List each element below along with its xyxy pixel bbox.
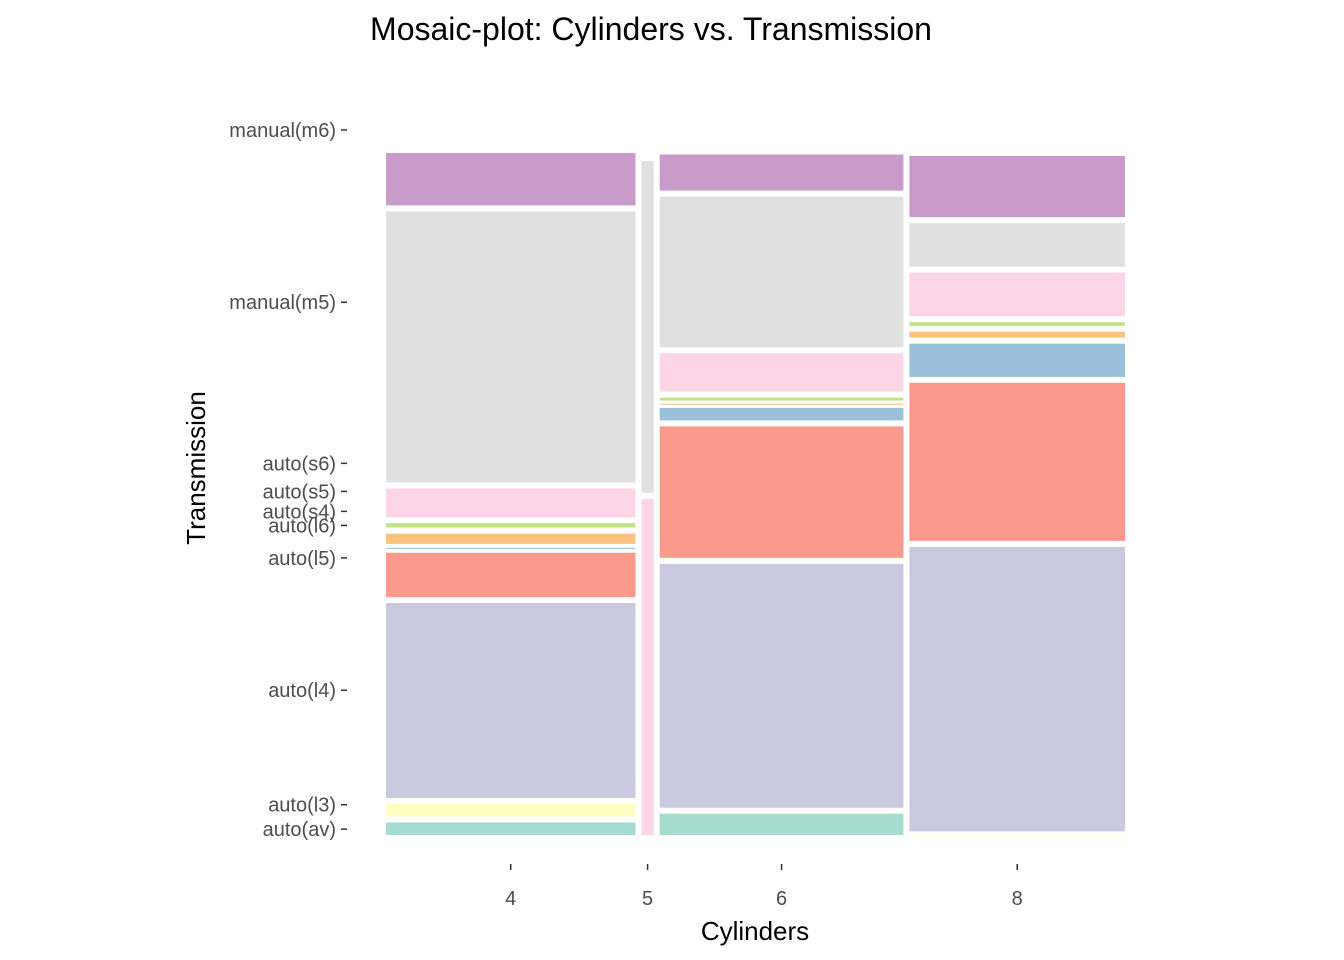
y-tick-label: auto(l3) (268, 795, 336, 817)
y-tick-label: auto(s6) (263, 453, 336, 475)
tile-8-auto-s4 (909, 331, 1125, 338)
x-axis: 4 5 6 8 (505, 864, 1023, 910)
y-tick-label: auto(av) (263, 819, 336, 841)
tile-6-auto-l6 (659, 407, 904, 421)
tile-4-auto-l4 (386, 603, 636, 798)
tile-8-auto-l6 (909, 343, 1125, 377)
tile-6-auto-l5 (659, 426, 904, 558)
tile-4-auto-av (386, 822, 636, 835)
tile-8-auto-l5 (909, 382, 1125, 541)
tile-8-auto-l4 (909, 546, 1125, 832)
tile-6-manual-m5 (659, 196, 904, 348)
tile-6-auto-l4 (659, 563, 904, 808)
tile-4-auto-l3 (386, 804, 636, 817)
chart-title: Mosaic-plot: Cylinders vs. Transmission (370, 11, 932, 47)
y-tick-label: auto(l4) (268, 680, 336, 702)
x-tick-label: 8 (1012, 888, 1023, 910)
tile-8-auto-s6 (909, 272, 1125, 317)
tile-6-auto-s4 (659, 403, 904, 405)
y-tick-label: auto(s5) (263, 481, 336, 503)
tile-6-manual-m6 (659, 154, 904, 191)
tile-4-auto-s5 (386, 523, 636, 528)
y-tick-label: auto(s4) (263, 501, 336, 523)
y-tick-label: manual(m6) (229, 120, 336, 142)
tile-4-auto-s4 (386, 533, 636, 544)
y-tick-label: auto(l6) (268, 515, 336, 537)
x-tick-label: 5 (642, 888, 653, 910)
tile-6-auto-s5 (659, 397, 904, 401)
tile-8-auto-s5 (909, 322, 1125, 326)
x-tick-label: 6 (776, 888, 787, 910)
x-axis-title: Cylinders (701, 916, 809, 946)
tile-6-auto-av (659, 813, 904, 835)
tile-8-auto-l3 (909, 835, 1125, 837)
tile-8-manual-m6 (909, 155, 1125, 218)
y-tick-label: auto(l5) (268, 548, 336, 570)
y-axis-title: Transmission (181, 391, 211, 545)
tile-4-manual-m6 (386, 153, 636, 206)
y-tick-label: manual(m5) (229, 292, 336, 314)
tile-8-manual-m5 (909, 223, 1125, 267)
tile-5-manual-m5 (641, 161, 654, 493)
tile-4-manual-m5 (386, 211, 636, 483)
y-axis: auto(av)auto(l3) auto(l4) auto(l5) auto(l6)… (229, 120, 347, 841)
tile-4-auto-l5 (386, 552, 636, 598)
x-tick-label: 4 (505, 888, 516, 910)
tile-5-auto-s6 (641, 498, 654, 835)
tile-6-auto-s6 (659, 353, 904, 392)
tiles-layer (386, 153, 1125, 837)
tile-4-auto-l6 (386, 547, 636, 549)
tile-4-auto-s6 (386, 488, 636, 518)
